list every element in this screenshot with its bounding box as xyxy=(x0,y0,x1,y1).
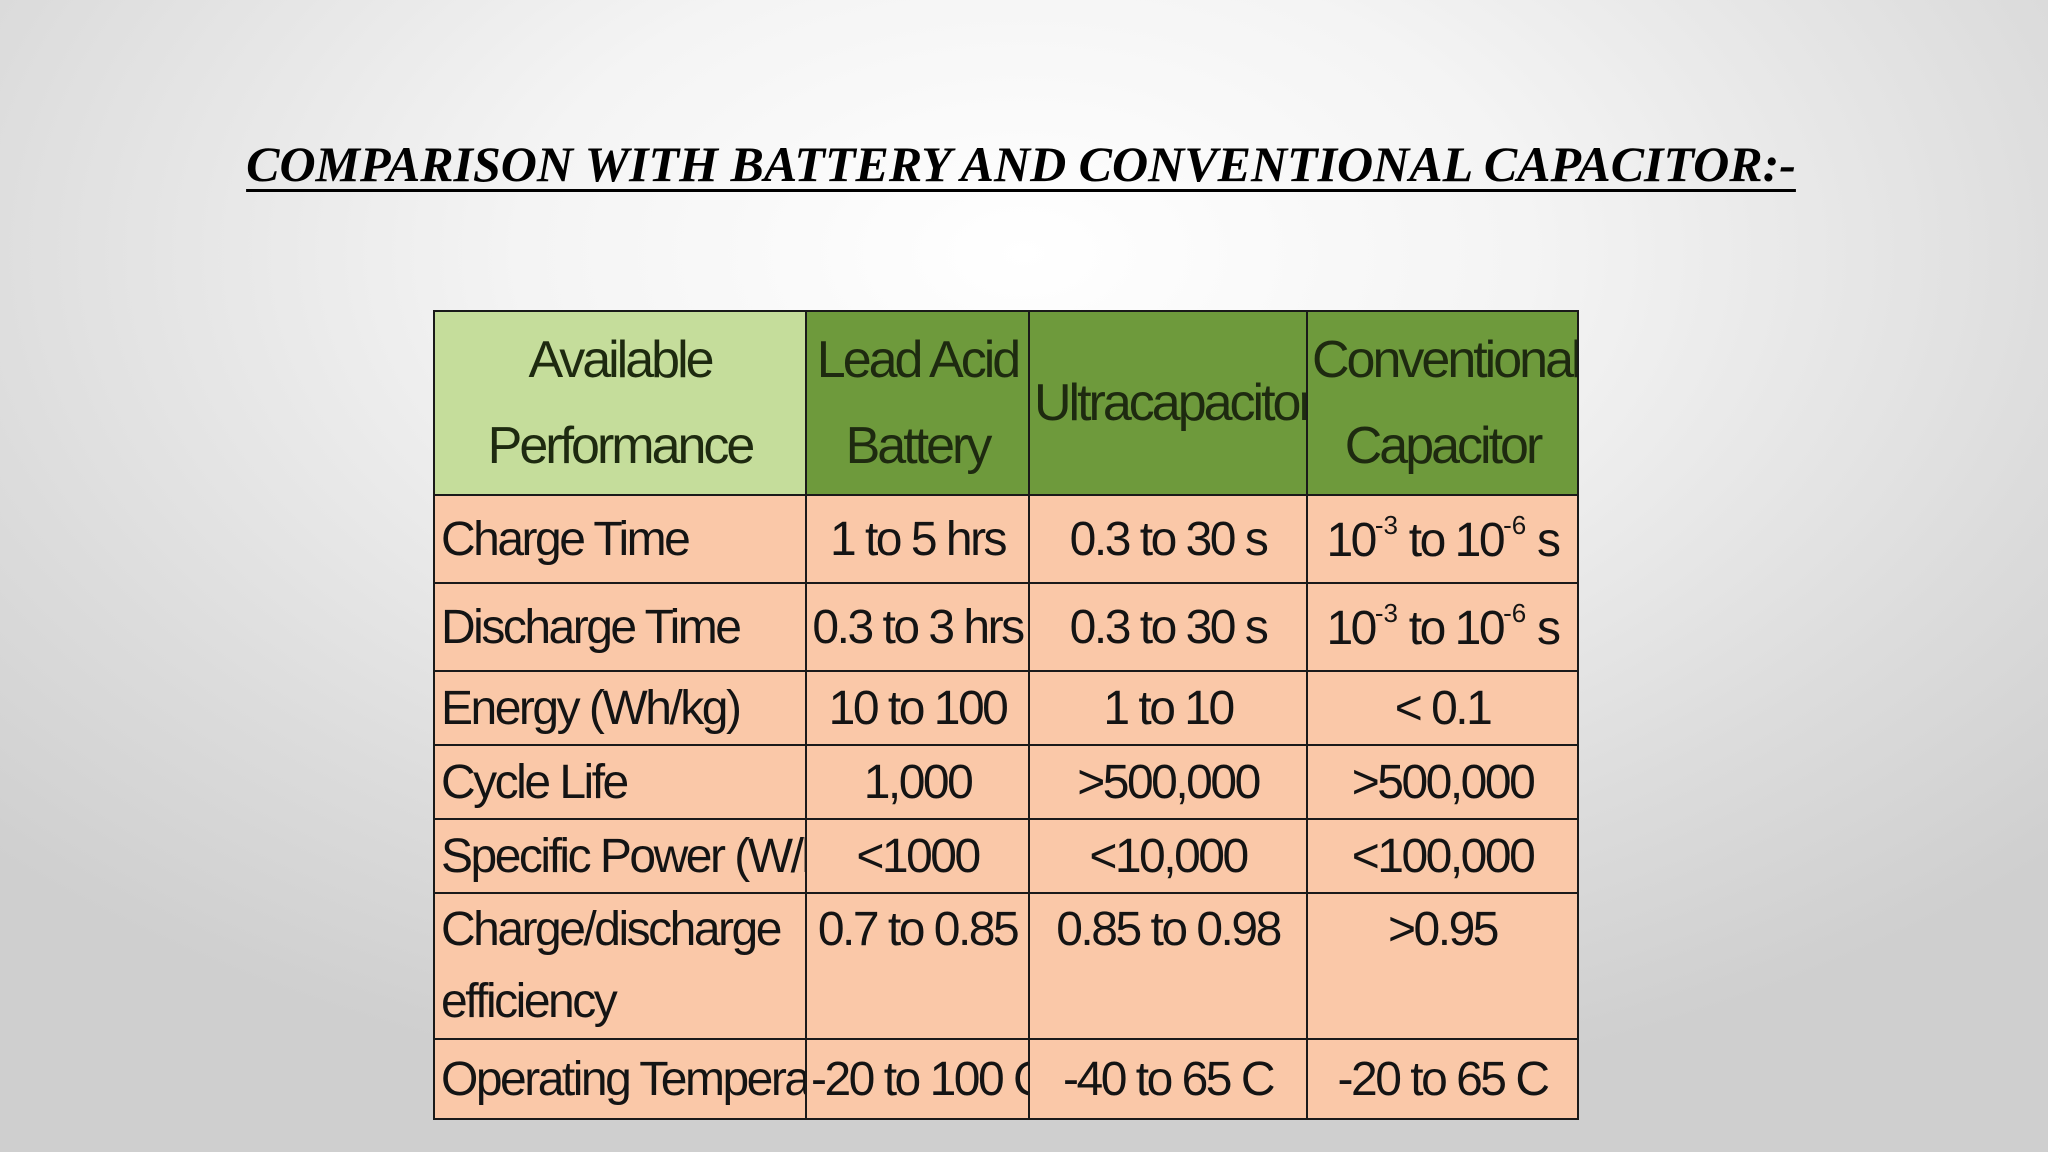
value-exponent: -6 xyxy=(1503,510,1527,540)
row-label: Specific Power (W/kg) xyxy=(433,818,807,894)
value-unit: s xyxy=(1526,602,1561,655)
value-exponent: -3 xyxy=(1374,510,1398,540)
header-ultracapacitor: Ultracapacitor xyxy=(1028,310,1308,496)
cell-conventional: < 0.1 xyxy=(1306,670,1579,746)
value-connector: to 10 xyxy=(1397,602,1506,655)
cell-lead-acid: -20 to 100 C xyxy=(805,1038,1030,1120)
cell-lead-acid: 1,000 xyxy=(805,744,1030,820)
value-exponent: -6 xyxy=(1503,598,1527,628)
value-base: 10 xyxy=(1326,602,1377,655)
value-exponent: -3 xyxy=(1374,598,1398,628)
row-label: Cycle Life xyxy=(433,744,807,820)
table-row-operating-temperature: Operating Temperature -20 to 100 C -40 t… xyxy=(433,1038,1579,1120)
cell-conventional: >500,000 xyxy=(1306,744,1579,820)
value-connector: to 10 xyxy=(1397,514,1506,567)
row-label: Charge/discharge efficiency xyxy=(433,892,807,1040)
table-row-discharge-time: Discharge Time 0.3 to 3 hrs 0.3 to 30 s … xyxy=(433,582,1579,672)
cell-lead-acid: <1000 xyxy=(805,818,1030,894)
row-label: Charge Time xyxy=(433,494,807,584)
slide-title: COMPARISON WITH BATTERY AND CONVENTIONAL… xyxy=(246,136,1796,192)
cell-conventional: 10-3 to 10-6 s xyxy=(1306,582,1579,672)
value-base: 10 xyxy=(1326,514,1377,567)
cell-lead-acid: 10 to 100 xyxy=(805,670,1030,746)
cell-ultracapacitor: <10,000 xyxy=(1028,818,1308,894)
cell-ultracapacitor: 0.3 to 30 s xyxy=(1028,494,1308,584)
cell-lead-acid: 1 to 5 hrs xyxy=(805,494,1030,584)
row-label: Energy (Wh/kg) xyxy=(433,670,807,746)
row-label: Operating Temperature xyxy=(433,1038,807,1120)
comparison-table: Available Performance Lead Acid Battery … xyxy=(433,310,1579,1120)
table-row-cycle-life: Cycle Life 1,000 >500,000 >500,000 xyxy=(433,744,1579,820)
table-header-row: Available Performance Lead Acid Battery … xyxy=(433,310,1579,496)
header-conventional-capacitor: Conventional Capacitor xyxy=(1306,310,1579,496)
cell-ultracapacitor: >500,000 xyxy=(1028,744,1308,820)
cell-ultracapacitor: -40 to 65 C xyxy=(1028,1038,1308,1120)
cell-conventional: >0.95 xyxy=(1306,892,1579,1040)
cell-lead-acid: 0.7 to 0.85 xyxy=(805,892,1030,1040)
comparison-table-container: Available Performance Lead Acid Battery … xyxy=(433,310,1579,1120)
header-lead-acid-battery: Lead Acid Battery xyxy=(805,310,1030,496)
row-label: Discharge Time xyxy=(433,582,807,672)
cell-conventional: <100,000 xyxy=(1306,818,1579,894)
header-available-performance: Available Performance xyxy=(433,310,807,496)
table-row-energy: Energy (Wh/kg) 10 to 100 1 to 10 < 0.1 xyxy=(433,670,1579,746)
cell-ultracapacitor: 1 to 10 xyxy=(1028,670,1308,746)
value-unit: s xyxy=(1526,514,1561,567)
cell-ultracapacitor: 0.3 to 30 s xyxy=(1028,582,1308,672)
cell-ultracapacitor: 0.85 to 0.98 xyxy=(1028,892,1308,1040)
cell-conventional: -20 to 65 C xyxy=(1306,1038,1579,1120)
table-row-efficiency: Charge/discharge efficiency 0.7 to 0.85 … xyxy=(433,892,1579,1040)
table-row-charge-time: Charge Time 1 to 5 hrs 0.3 to 30 s 10-3 … xyxy=(433,494,1579,584)
table-row-specific-power: Specific Power (W/kg) <1000 <10,000 <100… xyxy=(433,818,1579,894)
cell-conventional: 10-3 to 10-6 s xyxy=(1306,494,1579,584)
cell-lead-acid: 0.3 to 3 hrs xyxy=(805,582,1030,672)
